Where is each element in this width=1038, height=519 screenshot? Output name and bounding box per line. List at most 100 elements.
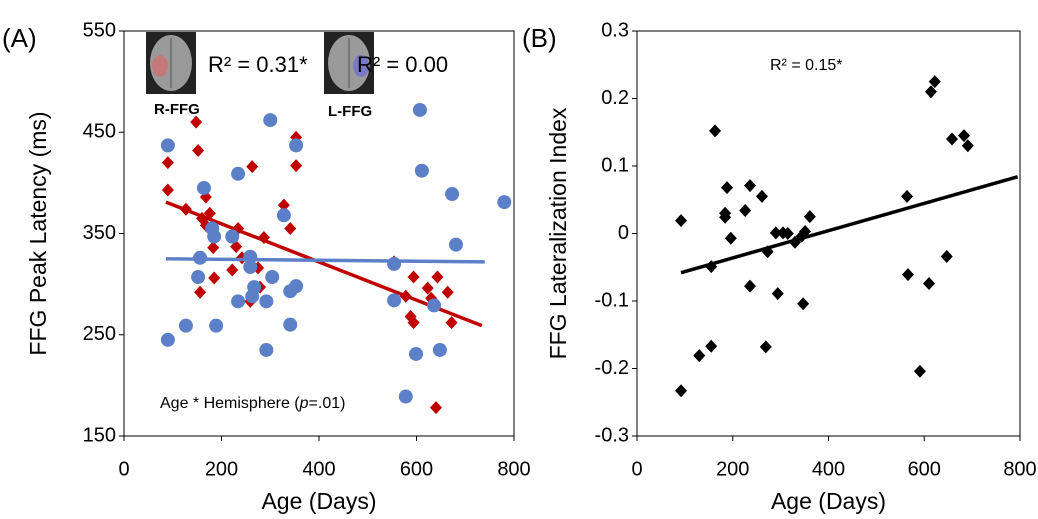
point: [191, 270, 206, 285]
x-axis-title: Age (Days): [771, 488, 886, 514]
point: [739, 204, 752, 218]
point: [259, 342, 274, 357]
x-tick-label: 600: [908, 458, 941, 480]
x-axis-title: Age (Days): [261, 488, 376, 514]
point: [781, 227, 794, 240]
y-tick-label: -0.2: [595, 357, 629, 379]
y-tick-label: 0.2: [601, 87, 629, 109]
point: [387, 256, 402, 271]
point: [407, 316, 420, 330]
point: [705, 339, 718, 353]
point: [226, 263, 239, 277]
point: [797, 297, 810, 311]
point: [430, 401, 442, 415]
brain-icon-left: [324, 32, 374, 94]
annotation: R² = 0.31*: [208, 52, 308, 77]
y-tick-label: 450: [83, 121, 116, 143]
y-axis-title: FFG Lateralization Index: [545, 107, 571, 359]
x-tick-label: 600: [400, 458, 433, 480]
point: [160, 138, 175, 153]
point: [207, 229, 222, 244]
point: [409, 346, 424, 361]
point: [923, 276, 936, 290]
point: [190, 115, 203, 129]
x-tick-label: 0: [118, 458, 129, 480]
point: [246, 160, 259, 174]
point: [755, 189, 768, 203]
point: [290, 159, 303, 173]
point: [178, 318, 193, 333]
point: [497, 195, 512, 210]
point: [724, 231, 737, 245]
point: [263, 113, 278, 128]
point: [675, 384, 688, 398]
trend-line: [680, 175, 1019, 275]
x-tick-label: 800: [1003, 458, 1036, 480]
point: [231, 166, 246, 181]
point: [957, 129, 970, 143]
brain-icon-right: [146, 32, 196, 94]
point: [387, 293, 402, 308]
point: [675, 214, 688, 228]
point: [759, 340, 772, 354]
point: [743, 279, 756, 293]
x-tick-label: 200: [716, 458, 749, 480]
point: [924, 85, 937, 99]
point: [407, 270, 420, 284]
legend-label: L-FFG: [328, 103, 372, 120]
panel-label: (B): [522, 23, 557, 53]
annotation-part: =.01): [309, 395, 346, 412]
x-tick-label: 200: [205, 458, 238, 480]
point: [194, 285, 207, 299]
y-tick-label: 0: [618, 222, 629, 244]
point: [225, 229, 240, 244]
point: [709, 124, 722, 138]
point: [276, 208, 291, 223]
point: [743, 179, 756, 193]
point: [277, 198, 290, 212]
point: [161, 183, 174, 197]
panel-label: (A): [2, 23, 37, 53]
annotation: R² = 0.00: [357, 52, 448, 77]
point: [160, 332, 175, 347]
point: [946, 132, 959, 146]
annotation-part: p: [299, 395, 309, 412]
point: [161, 156, 174, 170]
point: [414, 163, 429, 178]
x-tick-label: 0: [631, 458, 642, 480]
y-axis-title: FFG Peak Latency (ms): [25, 111, 51, 355]
trend-line: [165, 257, 485, 264]
point: [803, 210, 816, 224]
point: [289, 138, 304, 153]
y-tick-label: 0.1: [601, 154, 629, 176]
point: [769, 226, 782, 240]
plot-frame: [636, 30, 1021, 437]
point: [208, 271, 221, 285]
annotation: R² = 0.15*: [770, 57, 842, 74]
point: [421, 281, 434, 295]
point: [398, 389, 413, 404]
y-tick-label: -0.1: [595, 289, 629, 311]
point: [231, 294, 246, 309]
point: [448, 237, 463, 252]
point: [431, 270, 444, 284]
point: [259, 294, 274, 309]
y-tick-label: -0.3: [595, 424, 629, 446]
point: [196, 180, 211, 195]
point: [901, 189, 914, 203]
point: [445, 316, 458, 330]
point: [247, 280, 262, 295]
point: [445, 187, 460, 202]
point: [209, 318, 224, 333]
point: [283, 317, 298, 332]
y-tick-label: 550: [83, 19, 116, 41]
y-tick-label: 350: [83, 222, 116, 244]
point: [412, 102, 427, 117]
point: [265, 270, 280, 285]
point: [771, 287, 784, 301]
point: [719, 210, 732, 224]
point: [961, 139, 974, 153]
point: [693, 349, 706, 363]
y-tick-label: 150: [83, 424, 116, 446]
